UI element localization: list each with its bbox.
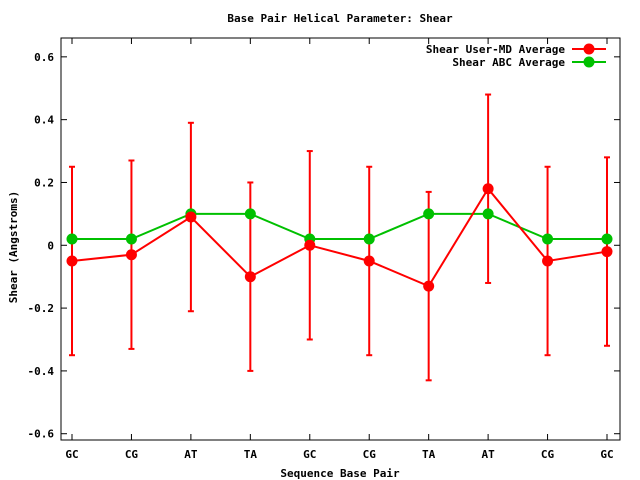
y-tick-label: 0.2 — [34, 176, 54, 189]
y-tick-label: 0.4 — [34, 114, 54, 127]
legend-label: Shear ABC Average — [452, 56, 565, 69]
series-abc-average-point — [244, 208, 256, 220]
x-tick-label: AT — [184, 448, 198, 461]
series-abc-average-point — [482, 208, 494, 220]
series-user-md-average-point — [542, 255, 554, 267]
chart-title: Base Pair Helical Parameter: Shear — [227, 12, 453, 25]
x-tick-label: CG — [125, 448, 139, 461]
plot-frame — [60, 37, 621, 441]
x-tick-label: GC — [303, 448, 316, 461]
y-tick-label: -0.6 — [28, 428, 55, 441]
x-tick-label: GC — [65, 448, 78, 461]
x-tick-label: GC — [600, 448, 613, 461]
y-tick-label: -0.2 — [28, 302, 55, 315]
legend-marker — [583, 43, 595, 55]
y-tick-label: 0.6 — [34, 51, 54, 64]
series-user-md-average-point — [66, 255, 78, 267]
series-abc-average-point — [66, 233, 78, 245]
series-abc-average-point — [423, 208, 435, 220]
series-abc-average-point — [363, 233, 375, 245]
series-user-md-average-line — [71, 187, 608, 288]
x-tick-label: TA — [244, 448, 258, 461]
x-tick-label: TA — [422, 448, 436, 461]
series-user-md-average-point — [244, 271, 256, 283]
legend-label: Shear User-MD Average — [426, 43, 565, 56]
series-abc-average-point — [601, 233, 613, 245]
y-axis-ticks: -0.6 -0.4 -0.2 0 0.2 0.4 0.6 — [28, 51, 620, 441]
series-user-md-average-point — [423, 280, 435, 292]
legend-marker — [583, 56, 595, 68]
x-tick-label: CG — [541, 448, 555, 461]
series-user-md-average-point — [601, 246, 613, 258]
x-axis-label: Sequence Base Pair — [280, 467, 400, 480]
x-axis-ticks: GC CG AT TA GC CG TA AT CG GC — [65, 38, 614, 461]
y-tick-label: 0 — [47, 239, 54, 252]
y-tick-label: -0.4 — [28, 365, 55, 378]
y-axis-label: Shear (Angstroms) — [7, 191, 20, 304]
series-user-md-average-point — [185, 211, 197, 223]
x-tick-label: CG — [363, 448, 377, 461]
series-abc-average-point — [542, 233, 554, 245]
series-abc-average-point — [125, 233, 137, 245]
series-user-md-average-point — [125, 249, 137, 261]
series-user-md-average-point — [363, 255, 375, 267]
x-tick-label: AT — [481, 448, 495, 461]
chart-marks — [66, 93, 613, 382]
series-user-md-average-point — [482, 183, 494, 195]
series-user-md-average-point — [304, 239, 316, 251]
